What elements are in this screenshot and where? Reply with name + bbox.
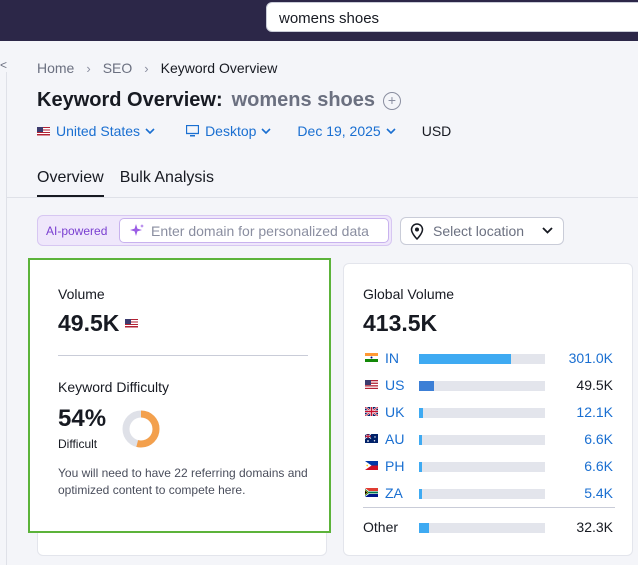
domain-input[interactable]: Enter domain for personalized data [119, 218, 389, 243]
other-value: 32.3K [576, 519, 613, 535]
country-row: US 49.5K [363, 377, 615, 393]
us-flag-icon [37, 126, 50, 136]
country-row: ZA 5.4K [363, 485, 615, 501]
other-bar-fill [419, 523, 429, 533]
location-pin-icon [410, 223, 424, 240]
country-value[interactable]: 301.0K [568, 350, 613, 366]
country-label: United States [56, 123, 141, 139]
country-code[interactable]: PH [385, 458, 405, 474]
sidebar-divider [6, 72, 7, 565]
us-flag-icon [365, 380, 378, 389]
chevron-down-icon [542, 227, 553, 234]
country-bar [419, 435, 545, 445]
country-bar [419, 408, 545, 418]
card-divider [58, 355, 308, 356]
country-bar [419, 354, 545, 364]
keyword-difficulty-level: Difficult [58, 437, 98, 451]
other-label: Other [363, 519, 399, 535]
keyword-difficulty-value: 54% [58, 405, 107, 432]
uk-flag-icon [365, 407, 378, 416]
difficulty-donut-chart [122, 410, 160, 448]
date-label: Dec 19, 2025 [297, 123, 381, 139]
chevron-right-icon: › [144, 60, 149, 76]
device-dropdown[interactable]: Desktop [181, 123, 271, 139]
volume-number: 49.5K [58, 310, 120, 336]
country-code[interactable]: US [385, 377, 405, 393]
page-title-keyword: womens shoes [231, 89, 376, 111]
country-row: UK 12.1K [363, 404, 615, 420]
country-value[interactable]: 12.1K [576, 404, 613, 420]
australia-flag-icon [365, 434, 378, 443]
breadcrumb-home[interactable]: Home [37, 60, 75, 76]
country-code[interactable]: IN [385, 350, 399, 366]
volume-label: Volume [58, 286, 105, 302]
ai-powered-label: AI-powered [46, 224, 108, 238]
country-bar-fill [419, 381, 434, 391]
country-bar [419, 381, 545, 391]
collapse-chevron-icon[interactable]: < [0, 58, 8, 72]
country-bar [419, 462, 545, 472]
donut-fill [122, 410, 160, 448]
breadcrumb-current: Keyword Overview [160, 60, 278, 76]
domain-input-placeholder: Enter domain for personalized data [151, 223, 369, 239]
south-africa-flag-icon [365, 488, 378, 497]
country-value[interactable]: 5.4K [584, 485, 613, 501]
country-code[interactable]: AU [385, 431, 405, 447]
currency-label: USD [421, 123, 452, 139]
india-flag-icon [365, 353, 378, 362]
global-volume-card: Global Volume 413.5K IN 301.0K US 49.5K UK 12… [343, 263, 633, 556]
country-row: AU 6.6K [363, 431, 615, 447]
date-dropdown[interactable]: Dec 19, 2025 [297, 123, 396, 139]
desktop-monitor-icon [186, 125, 200, 137]
chevron-down-icon [261, 128, 271, 134]
chevron-down-icon [145, 128, 155, 134]
country-value[interactable]: 6.6K [584, 458, 613, 474]
tabs: Overview Bulk Analysis [37, 169, 230, 198]
breadcrumb-seo[interactable]: SEO [102, 60, 133, 76]
breadcrumb: Home › SEO › Keyword Overview [37, 60, 277, 76]
country-bar-fill [419, 408, 423, 418]
filters-row: United States Desktop Dec 19, 2025 USD [37, 123, 477, 139]
sparkle-icon [130, 224, 144, 236]
country-row-other: Other 32.3K [363, 519, 615, 535]
location-placeholder: Select location [433, 223, 525, 239]
philippines-flag-icon [365, 461, 378, 470]
country-bar-fill [419, 435, 422, 445]
ai-personalization-box: AI-powered Enter domain for personalized… [37, 215, 392, 246]
country-dropdown[interactable]: United States [37, 123, 155, 139]
country-code[interactable]: ZA [385, 485, 403, 501]
global-volume-label: Global Volume [363, 286, 455, 302]
page-title: Keyword Overview: womens shoes + [37, 89, 402, 112]
keyword-difficulty-label: Keyword Difficulty [58, 379, 170, 395]
country-value: 49.5K [576, 377, 613, 393]
global-volume-divider [363, 507, 615, 508]
add-keyword-plus-icon[interactable]: + [383, 91, 402, 110]
country-bar-fill [419, 462, 422, 472]
global-volume-value: 413.5K [363, 310, 438, 336]
country-value[interactable]: 6.6K [584, 431, 613, 447]
tabs-divider [6, 197, 638, 198]
search-input[interactable]: womens shoes [266, 2, 638, 32]
volume-value: 49.5K [58, 310, 139, 337]
volume-difficulty-card: Volume 49.5K Keyword Difficulty 54% Diff… [28, 258, 331, 533]
chevron-right-icon: › [86, 60, 91, 76]
tab-bulk-analysis[interactable]: Bulk Analysis [119, 169, 214, 186]
chevron-down-icon [386, 128, 396, 134]
page-title-prefix: Keyword Overview: [37, 89, 223, 111]
tab-overview[interactable]: Overview [37, 169, 104, 198]
other-bar [419, 523, 545, 533]
device-label: Desktop [205, 123, 257, 139]
country-code[interactable]: UK [385, 404, 405, 420]
country-bar-fill [419, 489, 422, 499]
us-flag-icon [125, 319, 139, 328]
location-select[interactable]: Select location [400, 217, 564, 245]
country-row: PH 6.6K [363, 458, 615, 474]
keyword-difficulty-note: You will need to have 22 referring domai… [58, 466, 308, 497]
country-row: IN 301.0K [363, 350, 615, 366]
country-bar [419, 489, 545, 499]
country-bar-fill [419, 354, 511, 364]
